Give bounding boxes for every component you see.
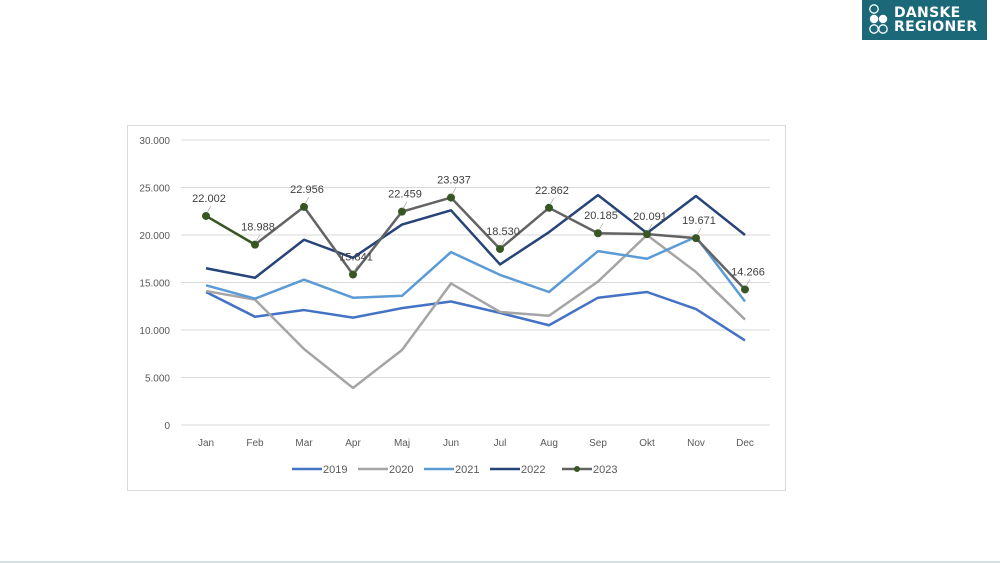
label-leader-line	[206, 205, 212, 214]
data-label: 19.671	[682, 215, 716, 227]
label-leader-line	[304, 196, 310, 205]
data-point	[202, 211, 210, 220]
x-tick-label: Okt	[639, 438, 655, 449]
data-point	[741, 285, 749, 294]
data-point	[398, 207, 406, 216]
data-label: 18.530	[486, 226, 520, 238]
y-tick-label: 20.000	[139, 231, 170, 242]
y-tick-label: 10.000	[139, 326, 170, 337]
data-point	[447, 193, 455, 202]
label-leader-line	[647, 223, 653, 232]
data-point	[496, 244, 504, 253]
x-tick-label: Apr	[345, 438, 361, 449]
y-tick-label: 25.000	[139, 184, 170, 195]
data-label: 22.459	[388, 189, 422, 201]
data-point	[349, 270, 357, 279]
data-label: 22.002	[192, 193, 226, 205]
logo-text: DANSKE REGIONER	[894, 6, 977, 34]
series-line-2022	[205, 193, 746, 279]
data-label: 22.862	[535, 185, 569, 197]
legend-label-2019: 2019	[323, 464, 347, 476]
bottom-divider	[0, 561, 1000, 563]
label-leader-line	[402, 201, 408, 209]
label-leader-line	[500, 238, 506, 247]
x-tick-label: Mar	[295, 438, 313, 449]
data-label: 15.841	[339, 252, 373, 264]
label-leader-line	[255, 234, 261, 242]
data-point	[251, 240, 259, 249]
legend-label-2021: 2021	[455, 464, 479, 476]
series-lines	[205, 193, 746, 390]
data-point	[300, 202, 308, 211]
x-tick-label: Feb	[246, 438, 264, 449]
y-tick-label: 15.000	[139, 279, 170, 290]
legend-label-2023: 2023	[593, 464, 617, 476]
x-axis-ticks: Jan Feb Mar Apr Maj Jun Jul Aug Sep Okt Nov Dec	[198, 438, 754, 449]
y-tick-label: 30.000	[139, 136, 170, 147]
series-line-2023-first-segment	[205, 214, 256, 246]
y-tick-label: 0	[164, 421, 170, 432]
data-point	[594, 229, 602, 238]
label-leader-line	[549, 197, 555, 205]
x-tick-label: Jul	[494, 438, 507, 449]
x-tick-label: Nov	[687, 438, 705, 449]
x-tick-label: Jan	[198, 438, 214, 449]
logo-circles-icon	[869, 4, 888, 34]
data-point	[545, 203, 553, 212]
danske-regioner-logo: DANSKE REGIONER	[862, 0, 987, 40]
logo-line-1: DANSKE	[894, 5, 961, 21]
data-label: 20.091	[633, 211, 667, 223]
legend: 2019 2020 2021 2022 2023	[292, 464, 617, 476]
label-leader-line	[451, 187, 457, 195]
x-tick-label: Maj	[394, 438, 410, 449]
legend-label-2022: 2022	[521, 464, 545, 476]
data-point	[643, 230, 651, 239]
label-leader-line	[598, 223, 604, 231]
data-point	[692, 234, 700, 243]
label-leader-line	[696, 227, 702, 236]
y-axis-ticks: 0 5.000 10.000 15.000 20.000 25.000 30.000	[139, 136, 170, 432]
data-label: 14.266	[731, 266, 765, 278]
gridlines	[181, 139, 770, 426]
series-line-2020	[205, 233, 746, 390]
data-label: 22.956	[290, 184, 324, 196]
x-tick-label: Sep	[589, 438, 607, 449]
data-labels: 22.002 18.988 22.956 15.841 22.459 23.937 18.5…	[192, 175, 765, 287]
data-label: 23.937	[437, 175, 471, 187]
data-label: 18.988	[241, 222, 275, 234]
logo-line-2: REGIONER	[894, 19, 978, 35]
label-leader-line	[745, 279, 751, 287]
label-leader-line	[353, 264, 359, 272]
x-tick-label: Jun	[443, 438, 459, 449]
legend-marker-2023	[574, 466, 580, 472]
series-line-2021	[205, 235, 746, 303]
y-tick-label: 5.000	[145, 374, 170, 385]
x-tick-label: Dec	[736, 438, 754, 449]
legend-label-2020: 2020	[389, 464, 413, 476]
series-line-2019	[205, 290, 746, 342]
x-tick-label: Aug	[540, 438, 558, 449]
series-markers	[202, 193, 749, 294]
data-label: 20.185	[584, 210, 618, 222]
